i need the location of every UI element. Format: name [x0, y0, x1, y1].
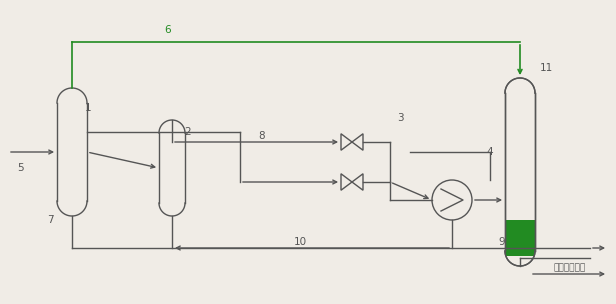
Text: 3: 3 [397, 113, 403, 123]
Text: 9: 9 [499, 237, 505, 247]
Text: 2: 2 [185, 127, 192, 137]
Text: 11: 11 [540, 63, 553, 73]
Text: 7: 7 [47, 215, 54, 225]
Text: 4: 4 [487, 147, 493, 157]
Text: 送往凝结水罐: 送往凝结水罐 [554, 264, 586, 272]
Text: 10: 10 [293, 237, 307, 247]
Text: 8: 8 [259, 131, 265, 141]
Text: 1: 1 [84, 103, 91, 113]
Text: 5: 5 [17, 163, 23, 173]
Text: 6: 6 [164, 25, 171, 35]
